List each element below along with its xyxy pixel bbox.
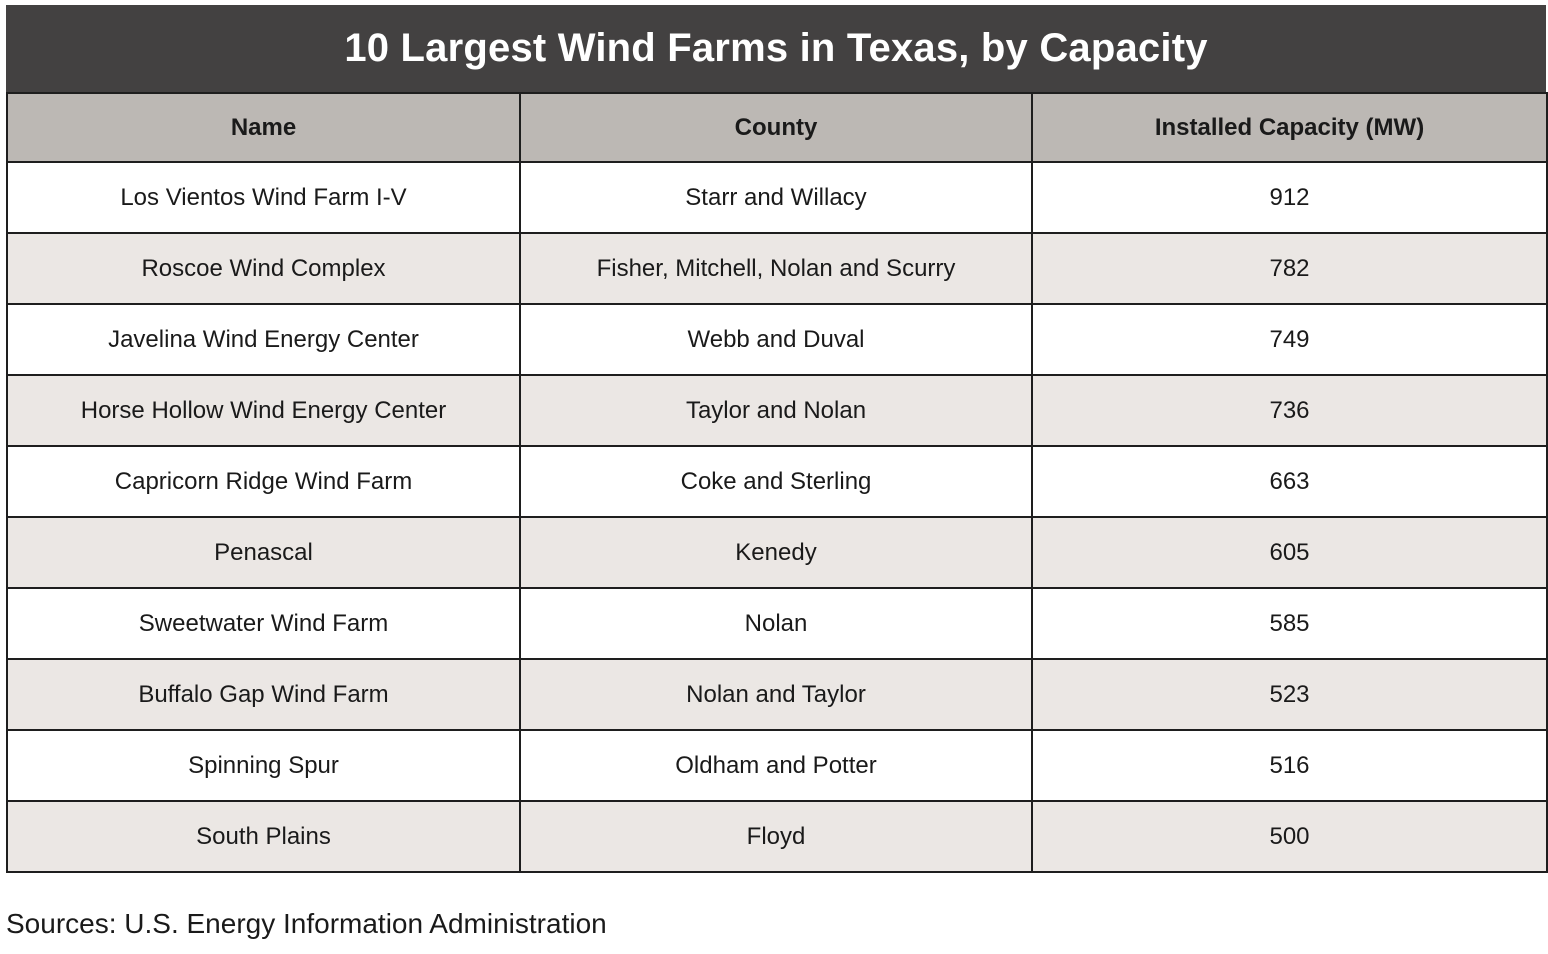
table-row: Horse Hollow Wind Energy Center Taylor an…	[6, 374, 1548, 447]
cell-name: Spinning Spur	[6, 729, 521, 802]
cell-county: Kenedy	[519, 516, 1033, 589]
column-header-name: Name	[6, 92, 521, 163]
cell-name: Capricorn Ridge Wind Farm	[6, 445, 521, 518]
table-body: Los Vientos Wind Farm I-V Starr and Willa…	[6, 161, 1548, 873]
table-title: 10 Largest Wind Farms in Texas, by Capac…	[6, 5, 1546, 92]
cell-capacity: 912	[1031, 161, 1548, 234]
table-row: Javelina Wind Energy Center Webb and Duva…	[6, 303, 1548, 376]
cell-capacity: 523	[1031, 658, 1548, 731]
cell-capacity: 516	[1031, 729, 1548, 802]
cell-capacity: 500	[1031, 800, 1548, 873]
cell-county: Starr and Willacy	[519, 161, 1033, 234]
cell-county: Oldham and Potter	[519, 729, 1033, 802]
cell-name: Penascal	[6, 516, 521, 589]
table-row: Buffalo Gap Wind Farm Nolan and Taylor 523	[6, 658, 1548, 731]
cell-name: Horse Hollow Wind Energy Center	[6, 374, 521, 447]
cell-county: Coke and Sterling	[519, 445, 1033, 518]
cell-county: Floyd	[519, 800, 1033, 873]
cell-capacity: 663	[1031, 445, 1548, 518]
table-row: Penascal Kenedy 605	[6, 516, 1548, 589]
source-note: Sources: U.S. Energy Information Adminis…	[6, 908, 607, 939]
cell-name: South Plains	[6, 800, 521, 873]
table-row: Sweetwater Wind Farm Nolan 585	[6, 587, 1548, 660]
cell-county: Nolan and Taylor	[519, 658, 1033, 731]
cell-capacity: 605	[1031, 516, 1548, 589]
table-container: 10 Largest Wind Farms in Texas, by Capac…	[6, 5, 1548, 873]
header-row: Name County Installed Capacity (MW)	[6, 92, 1548, 163]
cell-name: Javelina Wind Energy Center	[6, 303, 521, 376]
table-row: Spinning Spur Oldham and Potter 516	[6, 729, 1548, 802]
cell-name: Buffalo Gap Wind Farm	[6, 658, 521, 731]
cell-capacity: 782	[1031, 232, 1548, 305]
table-row: Capricorn Ridge Wind Farm Coke and Sterli…	[6, 445, 1548, 518]
cell-capacity: 736	[1031, 374, 1548, 447]
table-row: Roscoe Wind Complex Fisher, Mitchell, Nol…	[6, 232, 1548, 305]
wind-farms-table: Name County Installed Capacity (MW) Los …	[6, 92, 1548, 873]
cell-name: Roscoe Wind Complex	[6, 232, 521, 305]
cell-name: Los Vientos Wind Farm I-V	[6, 161, 521, 234]
column-header-capacity: Installed Capacity (MW)	[1031, 92, 1548, 163]
cell-county: Fisher, Mitchell, Nolan and Scurry	[519, 232, 1033, 305]
cell-county: Webb and Duval	[519, 303, 1033, 376]
table-row: Los Vientos Wind Farm I-V Starr and Willa…	[6, 161, 1548, 234]
cell-name: Sweetwater Wind Farm	[6, 587, 521, 660]
cell-capacity: 585	[1031, 587, 1548, 660]
cell-county: Taylor and Nolan	[519, 374, 1033, 447]
table-row: South Plains Floyd 500	[6, 800, 1548, 873]
cell-county: Nolan	[519, 587, 1033, 660]
column-header-county: County	[519, 92, 1033, 163]
cell-capacity: 749	[1031, 303, 1548, 376]
